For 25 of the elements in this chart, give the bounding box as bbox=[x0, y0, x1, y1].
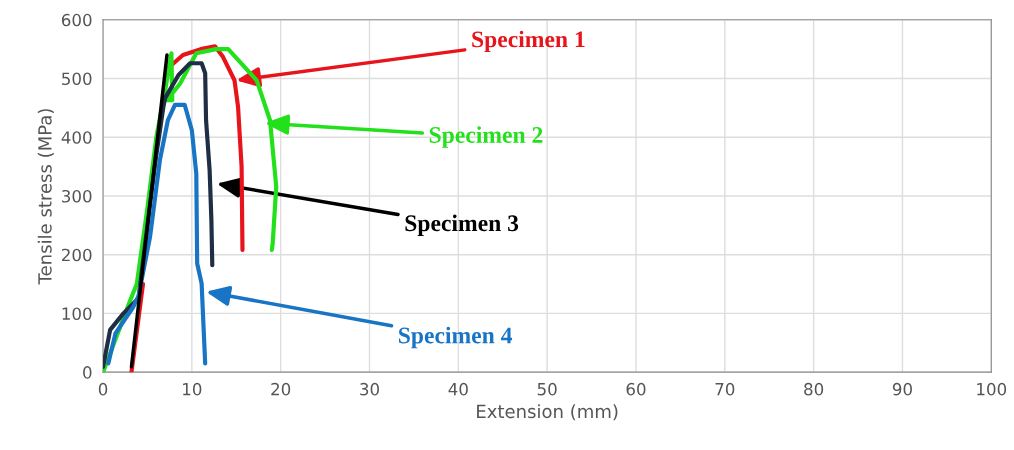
y-tick-label: 200 bbox=[62, 248, 92, 262]
x-tick-label: 40 bbox=[448, 382, 468, 396]
y-tick-label: 500 bbox=[62, 72, 92, 86]
y-tick-label: 400 bbox=[61, 131, 92, 144]
x-tick-label: 30 bbox=[360, 382, 379, 396]
x-tick-label: 10 bbox=[183, 382, 202, 396]
annotation: Specimen 2 bbox=[429, 126, 543, 148]
x-tick-label: 50 bbox=[537, 382, 557, 396]
y-tick-label: 100 bbox=[62, 307, 92, 320]
y-tick-label: 300 bbox=[62, 189, 92, 203]
annotation: Specimen 4 bbox=[398, 326, 513, 349]
x-tick-label: 90 bbox=[892, 382, 912, 396]
x-tick-label: 60 bbox=[626, 382, 646, 396]
line-series bbox=[106, 102, 208, 366]
y-tick-label: 600 bbox=[61, 13, 92, 27]
x-tick-label: 100 bbox=[977, 382, 1007, 396]
annotation: Specimen 3 bbox=[405, 214, 519, 237]
annotation: Specimen 1 bbox=[472, 30, 585, 53]
x-tick-label: 70 bbox=[715, 382, 735, 396]
x-tick-label: 80 bbox=[804, 382, 824, 396]
y-tick-label: 0 bbox=[83, 366, 92, 379]
y-axis-title: Tensile stress (MPa) bbox=[37, 109, 54, 285]
x-tick-label: 0 bbox=[98, 382, 108, 396]
x-axis-title: Extension (mm) bbox=[477, 404, 618, 421]
x-tick-label: 20 bbox=[271, 382, 291, 396]
